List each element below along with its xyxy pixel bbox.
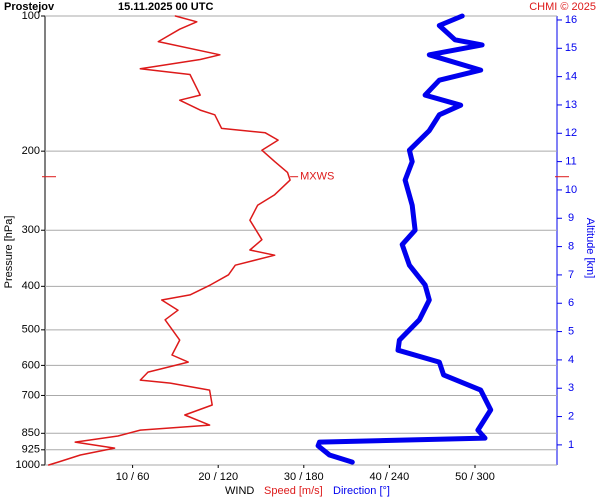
y2-tick-label: 9 [568, 212, 574, 224]
y2-tick-label: 14 [565, 71, 577, 83]
legend-entry: Speed [m/s] [264, 485, 323, 497]
y2-tick-label: 4 [568, 354, 574, 366]
y2-tick-label: 15 [565, 42, 577, 54]
y2-axis-label: Altitude [km] [584, 218, 596, 279]
y-tick-label: 700 [22, 389, 40, 401]
chart-title: Prostejov [4, 1, 55, 13]
x-tick-label: 30 / 180 [284, 471, 324, 483]
y2-tick-label: 12 [565, 127, 577, 139]
y2-tick-label: 8 [568, 240, 574, 252]
x-tick-label: 40 / 240 [370, 471, 410, 483]
legend-entry: Direction [°] [333, 485, 390, 497]
credit: CHMI © 2025 [529, 1, 596, 13]
x-tick-label: 10 / 60 [116, 471, 150, 483]
y-tick-label: 100 [22, 10, 40, 22]
y-tick-label: 500 [22, 324, 40, 336]
chart-subtitle: 15.11.2025 00 UTC [118, 1, 213, 13]
x-tick-label: 50 / 300 [455, 471, 495, 483]
direction-line [315, 13, 494, 465]
x-axis-label: WIND [225, 485, 254, 497]
y2-tick-label: 5 [568, 325, 574, 337]
y2-tick-label: 13 [565, 99, 577, 111]
y2-tick-label: 1 [568, 439, 574, 451]
y2-tick-label: 3 [568, 382, 574, 394]
y-tick-label: 600 [22, 359, 40, 371]
y2-tick-label: 11 [565, 156, 576, 168]
y2-tick-label: 10 [565, 184, 577, 196]
y-tick-label: 850 [22, 427, 40, 439]
y-tick-label: 300 [22, 224, 40, 236]
y-axis-label: Pressure [hPa] [3, 216, 15, 289]
y-tick-label: 400 [22, 280, 40, 292]
speed-line [47, 15, 291, 466]
y2-tick-label: 7 [568, 269, 574, 281]
y2-tick-label: 6 [568, 297, 574, 309]
annotation: MXWS [300, 171, 334, 183]
x-tick-label: 20 / 120 [198, 471, 238, 483]
y2-tick-label: 16 [565, 14, 577, 26]
y2-tick-label: 2 [568, 410, 574, 422]
y-tick-label: 925 [22, 444, 40, 456]
y-tick-label: 200 [22, 145, 40, 157]
y-tick-label: 1000 [16, 459, 40, 471]
